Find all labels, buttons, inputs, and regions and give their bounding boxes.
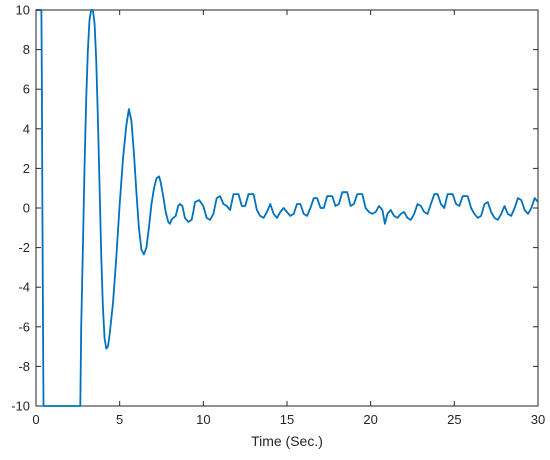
y-axis-ticks: -10 -8 -6 -4 -2 0 2 4 6 8 10 bbox=[11, 3, 538, 414]
x-tick-label: 30 bbox=[531, 412, 545, 427]
y-tick-label: 4 bbox=[23, 121, 30, 136]
series-line-1 bbox=[36, 9, 538, 407]
plot-area bbox=[35, 9, 539, 407]
x-tick-label: 20 bbox=[363, 412, 377, 427]
axes-box bbox=[35, 9, 539, 407]
y-tick-label: -6 bbox=[18, 319, 30, 334]
x-tick-label: 5 bbox=[116, 412, 123, 427]
x-axis-label: Time (Sec.) bbox=[251, 433, 323, 449]
y-tick-label: 10 bbox=[16, 3, 30, 18]
y-tick-label: -4 bbox=[18, 280, 30, 295]
x-tick-label: 0 bbox=[32, 412, 39, 427]
y-tick-label: 6 bbox=[23, 82, 30, 97]
x-tick-label: 25 bbox=[447, 412, 461, 427]
y-tick-label: 2 bbox=[23, 161, 30, 176]
y-tick-label: 0 bbox=[23, 201, 30, 216]
x-tick-label: 10 bbox=[196, 412, 210, 427]
y-tick-label: 8 bbox=[23, 42, 30, 57]
y-tick-label: -8 bbox=[18, 359, 30, 374]
x-tick-label: 15 bbox=[280, 412, 294, 427]
y-tick-label: -2 bbox=[18, 240, 30, 255]
x-axis-ticks: 0 5 10 15 20 25 30 bbox=[32, 10, 545, 427]
y-tick-label: -10 bbox=[11, 399, 30, 414]
